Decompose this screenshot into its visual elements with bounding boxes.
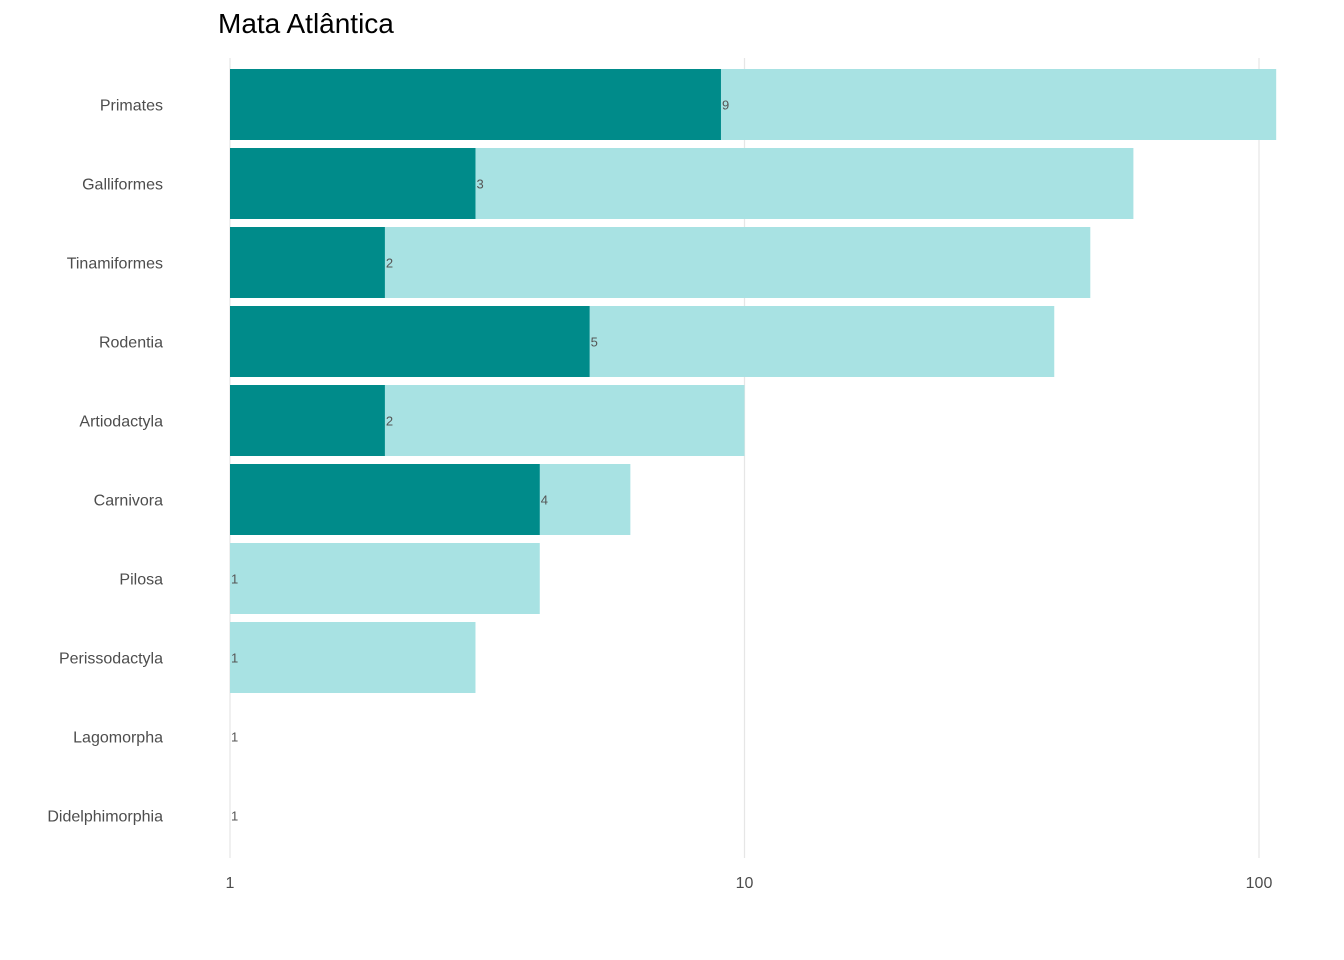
data-label-galliformes: 3 bbox=[476, 177, 483, 192]
data-label-primates: 9 bbox=[722, 98, 729, 113]
x-tick-label-10: 10 bbox=[736, 875, 754, 892]
bar-total-pilosa bbox=[230, 543, 540, 614]
bar-highlight-primates bbox=[230, 69, 721, 140]
data-label-tinamiformes: 2 bbox=[386, 256, 393, 271]
bar-total-perissodactyla bbox=[230, 622, 476, 693]
category-label-perissodactyla: Perissodactyla bbox=[59, 651, 163, 668]
data-label-didelphimorphia: 1 bbox=[231, 809, 238, 824]
chart-title: Mata Atlântica bbox=[218, 8, 394, 39]
data-label-lagomorpha: 1 bbox=[231, 730, 238, 745]
category-labels: Primates Galliformes Tinamiformes Rodentia A… bbox=[47, 98, 163, 826]
data-label-carnivora: 4 bbox=[541, 493, 548, 508]
bar-highlight-galliformes bbox=[230, 148, 476, 219]
x-tick-labels: 1 10 100 bbox=[226, 875, 1273, 892]
x-tick-label-1: 1 bbox=[226, 875, 235, 892]
category-label-galliformes: Galliformes bbox=[82, 177, 163, 194]
data-label-artiodactyla: 2 bbox=[386, 414, 393, 429]
data-labels: 9 3 2 5 2 4 1 1 1 1 bbox=[231, 98, 729, 824]
data-label-rodentia: 5 bbox=[591, 335, 598, 350]
category-label-artiodactyla: Artiodactyla bbox=[79, 414, 163, 431]
category-label-pilosa: Pilosa bbox=[119, 572, 163, 589]
category-label-tinamiformes: Tinamiformes bbox=[67, 256, 163, 273]
bars bbox=[230, 69, 1277, 693]
bar-highlight-tinamiformes bbox=[230, 227, 385, 298]
bar-highlight-carnivora bbox=[230, 464, 540, 535]
data-label-perissodactyla: 1 bbox=[231, 651, 238, 666]
x-tick-label-100: 100 bbox=[1246, 875, 1273, 892]
category-label-rodentia: Rodentia bbox=[99, 335, 163, 352]
data-label-pilosa: 1 bbox=[231, 572, 238, 587]
bar-highlight-rodentia bbox=[230, 306, 590, 377]
category-label-lagomorpha: Lagomorpha bbox=[73, 730, 163, 747]
category-label-primates: Primates bbox=[100, 98, 163, 115]
category-label-carnivora: Carnivora bbox=[94, 493, 163, 510]
category-label-didelphimorphia: Didelphimorphia bbox=[47, 809, 163, 826]
bar-highlight-artiodactyla bbox=[230, 385, 385, 456]
